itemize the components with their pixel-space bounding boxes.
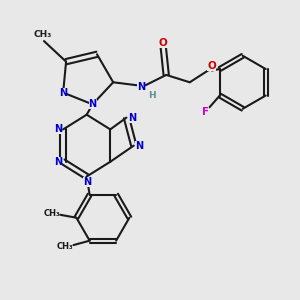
Text: H: H	[148, 91, 155, 100]
Text: N: N	[88, 99, 97, 110]
Text: N: N	[54, 124, 62, 134]
Text: CH₃: CH₃	[33, 30, 52, 39]
Text: CH₃: CH₃	[44, 209, 60, 218]
Text: O: O	[159, 38, 168, 47]
Text: N: N	[128, 112, 136, 123]
Text: CH₃: CH₃	[57, 242, 74, 251]
Text: N: N	[59, 88, 67, 98]
Text: N: N	[54, 157, 62, 167]
Text: F: F	[202, 107, 208, 117]
Text: O: O	[208, 61, 216, 71]
Text: N: N	[82, 177, 91, 187]
Text: N: N	[137, 82, 145, 92]
Text: N: N	[135, 141, 143, 151]
